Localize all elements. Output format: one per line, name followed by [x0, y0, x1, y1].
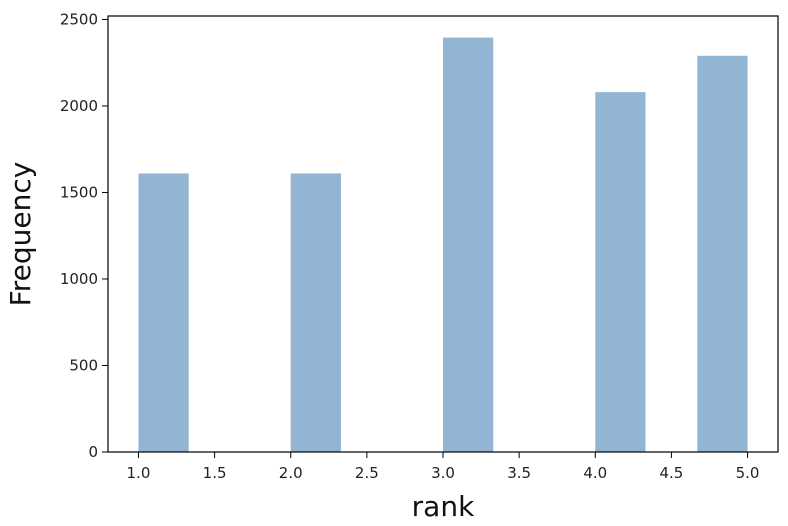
x-tick-label: 1.5	[203, 464, 227, 482]
x-tick-label: 2.0	[279, 464, 303, 482]
x-tick-label: 3.0	[431, 464, 455, 482]
y-tick-label: 2000	[60, 97, 98, 115]
x-tick-label: 2.5	[355, 464, 379, 482]
bar-5	[697, 55, 748, 453]
y-tick-label: 0	[88, 443, 98, 461]
bar-2	[290, 173, 341, 452]
x-tick-label: 5.0	[736, 464, 760, 482]
x-tick-label: 4.0	[583, 464, 607, 482]
x-tick-label: 1.0	[127, 464, 151, 482]
x-tick-label: 3.5	[507, 464, 531, 482]
bar-3	[443, 37, 494, 452]
y-axis-title: Frequency	[4, 162, 37, 307]
y-tick-label: 2500	[60, 10, 98, 28]
bars-group	[138, 37, 748, 453]
bar-4	[595, 92, 646, 452]
y-tick-label: 1000	[60, 270, 98, 288]
bar-1	[138, 173, 189, 452]
x-axis-title: rank	[412, 490, 475, 523]
y-tick-label: 500	[69, 356, 98, 374]
y-tick-label: 1500	[60, 183, 98, 201]
x-axis: 1.0 1.5 2.0 2.5 3.0 3.5 4.0 4.5 5.0	[127, 452, 760, 482]
x-tick-label: 4.5	[659, 464, 683, 482]
y-axis: 0 500 1000 1500 2000 2500	[60, 10, 108, 461]
